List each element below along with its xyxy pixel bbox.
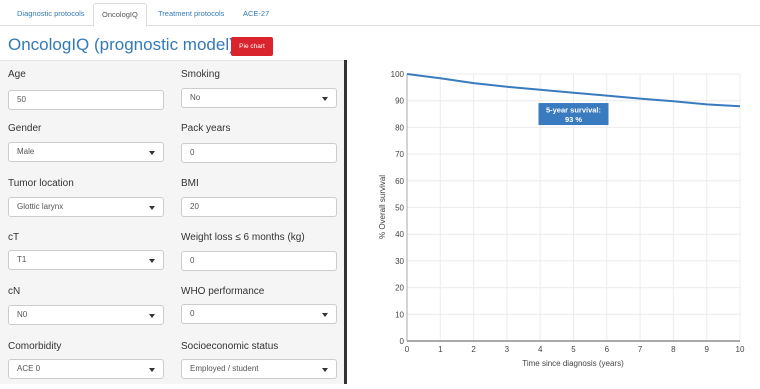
- x-tick-label: 9: [704, 345, 709, 354]
- bmi-label: BMI: [181, 178, 199, 189]
- y-tick-label: 40: [395, 230, 404, 239]
- smoking-label: Smoking: [181, 69, 220, 80]
- y-tick-label: 10: [395, 310, 404, 319]
- y-tick-label: 30: [395, 257, 404, 266]
- x-tick-label: 2: [471, 345, 476, 354]
- panel-divider: [344, 60, 347, 384]
- x-tick-label: 3: [505, 345, 510, 354]
- socioeconomic-select[interactable]: Employed / student: [181, 359, 337, 379]
- cn-label: cN: [8, 286, 21, 297]
- y-tick-label: 0: [400, 337, 405, 346]
- bmi-input[interactable]: 20: [181, 197, 337, 217]
- survival-lines: [406, 73, 741, 108]
- x-axis-label: Time since diagnosis (years): [522, 359, 624, 368]
- x-tick-labels: 0 1 2 3 4 5 6 7 8 9 10: [405, 345, 745, 354]
- x-tick-label: 6: [605, 345, 610, 354]
- pack-years-input[interactable]: 0: [181, 143, 337, 163]
- y-tick-label: 70: [395, 150, 404, 159]
- chart-grid: [406, 73, 741, 342]
- survival-chart: 0 1 2 3 4 5 6 7 8 9 10 0 10 20 30 40 50 60 70 80 90 100 Time…: [347, 60, 760, 384]
- tab-diagnostic-protocols[interactable]: Diagnostic protocols: [17, 9, 85, 18]
- cn-select[interactable]: N0: [8, 305, 164, 325]
- age-label: Age: [8, 69, 26, 80]
- ct-label: cT: [8, 232, 20, 243]
- gender-select[interactable]: Male: [8, 142, 164, 162]
- age-input[interactable]: 50: [8, 90, 164, 110]
- y-tick-label: 60: [395, 177, 404, 186]
- comorbidity-select[interactable]: ACE 0: [8, 359, 164, 379]
- pack-years-label: Pack years: [181, 123, 231, 134]
- comorbidity-label: Comorbidity: [8, 341, 62, 352]
- ct-select[interactable]: T1: [8, 250, 164, 270]
- tumor-location-select[interactable]: Glottic larynx: [8, 197, 164, 217]
- who-performance-select[interactable]: 0: [181, 304, 337, 324]
- tumor-location-label: Tumor location: [8, 178, 74, 189]
- x-tick-label: 1: [438, 345, 443, 354]
- weight-loss-label: Weight loss ≤ 6 months (kg): [181, 232, 305, 243]
- y-tick-label: 100: [391, 70, 405, 79]
- tab-treatment-protocols[interactable]: Treatment protocols: [158, 9, 225, 18]
- x-tick-label: 5: [571, 345, 576, 354]
- survival-line: [406, 73, 741, 108]
- x-tick-label: 4: [538, 345, 543, 354]
- who-performance-label: WHO performance: [181, 286, 265, 297]
- y-axis-label: % Overall survival: [378, 175, 387, 239]
- y-tick-label: 20: [395, 284, 404, 293]
- survival-chart-svg: 0 1 2 3 4 5 6 7 8 9 10 0 10 20 30 40 50 60 70 80 90 100 Time…: [378, 70, 745, 368]
- x-tick-label: 0: [405, 345, 410, 354]
- y-tick-label: 80: [395, 123, 404, 132]
- annotation-box: [538, 103, 609, 126]
- annotation-line-1: 5-year survival:: [546, 106, 601, 115]
- tab-bar: Diagnostic protocols OncologIQ Treatment…: [0, 0, 760, 27]
- tab-ace-27[interactable]: ACE-27: [243, 9, 270, 18]
- weight-loss-input[interactable]: 0: [181, 251, 337, 271]
- y-tick-labels: 0 10 20 30 40 50 60 70 80 90 100: [391, 70, 405, 346]
- five-year-survival-annotation: 5-year survival:93 %: [538, 103, 609, 126]
- socioeconomic-label: Socioeconomic status: [181, 341, 279, 352]
- gender-label: Gender: [8, 123, 42, 134]
- x-tick-label: 10: [736, 345, 745, 354]
- smoking-select[interactable]: No: [181, 88, 337, 108]
- y-tick-label: 90: [395, 97, 404, 106]
- x-tick-label: 7: [638, 345, 643, 354]
- input-form: Age 50 Gender Male Tumor location Glotti…: [0, 60, 344, 384]
- pie-chart-button[interactable]: Pie chart: [231, 37, 273, 56]
- x-tick-label: 8: [671, 345, 676, 354]
- annotation-line-2: 93 %: [565, 115, 582, 124]
- y-tick-label: 50: [395, 204, 404, 213]
- tab-oncologiq[interactable]: OncologIQ: [93, 3, 147, 27]
- page-title: OncologIQ (prognostic model): [8, 35, 235, 54]
